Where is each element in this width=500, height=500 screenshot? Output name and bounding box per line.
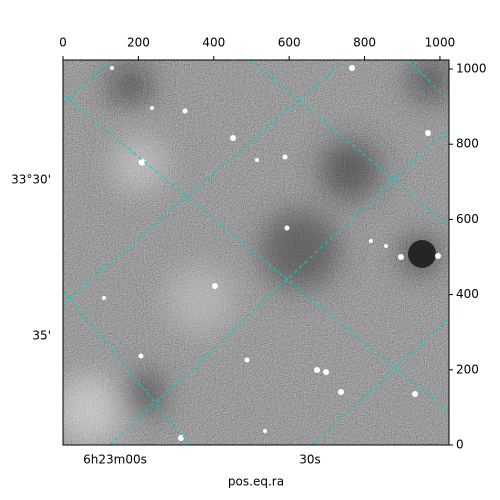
x-tick-label: 600: [278, 36, 301, 50]
y-tick-label: 400: [456, 287, 479, 301]
x-tick-label: 0: [59, 36, 67, 50]
axes-frame: [62, 59, 450, 446]
x-axis-label: pos.eq.ra: [228, 475, 284, 489]
sky-image: [63, 60, 449, 445]
x-tick-label: 400: [202, 36, 225, 50]
dec-tick-label: 33°30': [11, 173, 51, 187]
dec-tick-label: 35': [32, 329, 51, 343]
ra-tick-label: 30s: [299, 453, 321, 467]
ra-tick-label: 6h23m00s: [83, 453, 147, 467]
y-tick-label: 800: [456, 137, 479, 151]
y-tick-label: 0: [456, 438, 464, 452]
y-tick-label: 600: [456, 212, 479, 226]
x-tick-label: 200: [127, 36, 150, 50]
coordinate-grid: [63, 60, 449, 445]
x-tick-label: 800: [353, 36, 376, 50]
y-tick-label: 1000: [456, 62, 487, 76]
y-tick-label: 200: [456, 362, 479, 376]
x-tick-label: 1000: [425, 36, 456, 50]
